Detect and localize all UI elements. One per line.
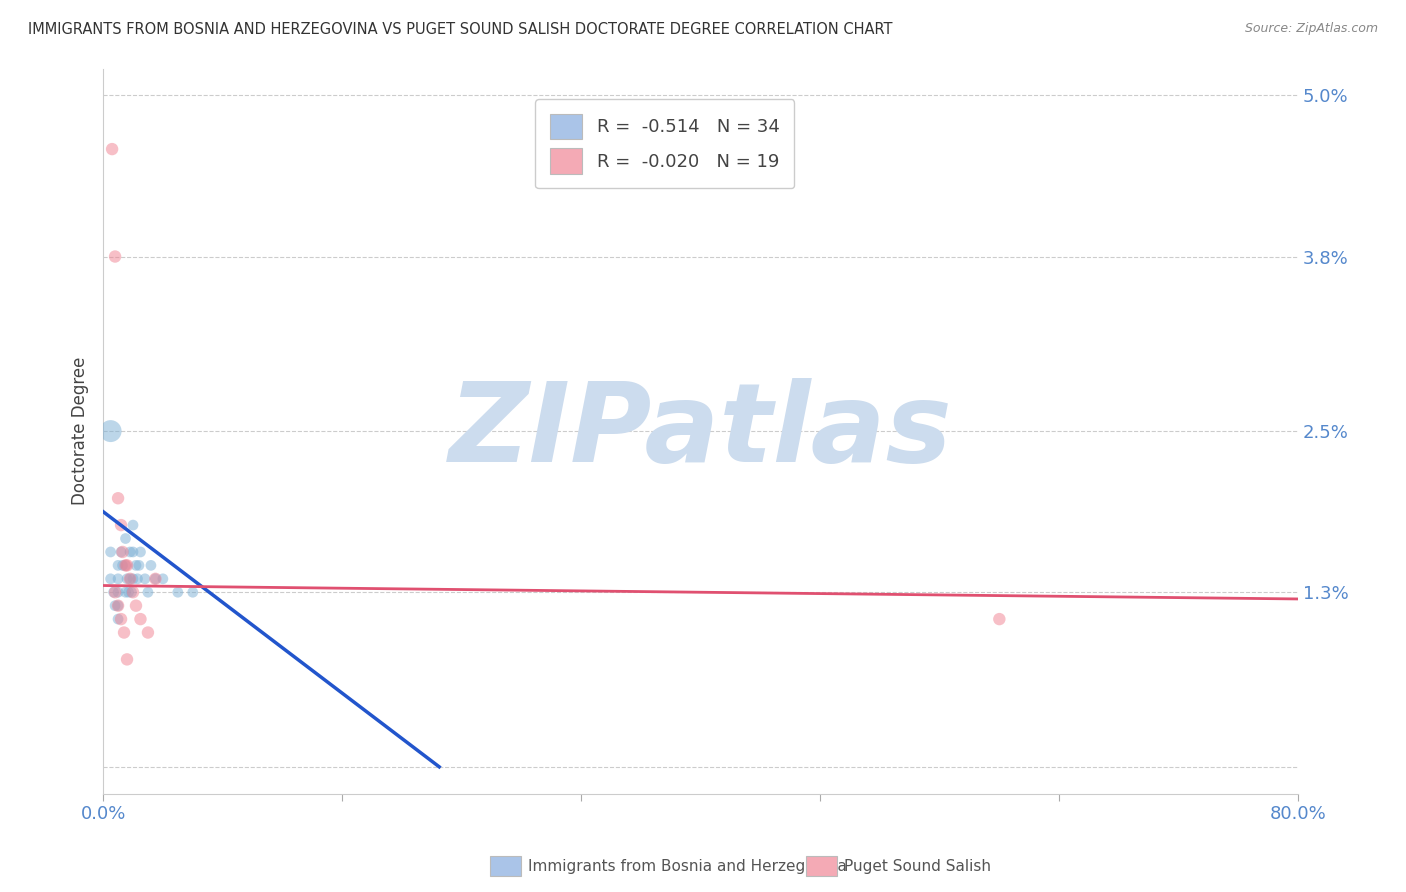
- Point: [152, 572, 174, 586]
- Point: [115, 558, 138, 573]
- Point: [136, 585, 159, 599]
- Text: Immigrants from Bosnia and Herzegovina: Immigrants from Bosnia and Herzegovina: [527, 859, 846, 873]
- Point: [118, 545, 141, 559]
- Text: ZIPatlas: ZIPatlas: [449, 377, 952, 484]
- Point: [139, 558, 162, 573]
- Point: [100, 424, 122, 438]
- Point: [114, 558, 136, 573]
- Point: [115, 572, 138, 586]
- Point: [100, 545, 122, 559]
- Point: [101, 142, 124, 156]
- Point: [125, 558, 148, 573]
- Point: [104, 599, 127, 613]
- Point: [100, 572, 122, 586]
- Text: IMMIGRANTS FROM BOSNIA AND HERZEGOVINA VS PUGET SOUND SALISH DOCTORATE DEGREE CO: IMMIGRANTS FROM BOSNIA AND HERZEGOVINA V…: [28, 22, 893, 37]
- Point: [118, 572, 141, 586]
- Point: [107, 612, 129, 626]
- Point: [111, 558, 134, 573]
- Text: Puget Sound Salish: Puget Sound Salish: [844, 859, 991, 873]
- Point: [104, 585, 127, 599]
- Point: [104, 250, 127, 264]
- Point: [110, 518, 132, 533]
- Point: [127, 572, 149, 586]
- Point: [114, 585, 136, 599]
- Point: [107, 572, 129, 586]
- Point: [110, 545, 132, 559]
- Point: [128, 558, 150, 573]
- Point: [122, 518, 145, 533]
- Point: [129, 612, 152, 626]
- Point: [115, 652, 138, 666]
- Point: [125, 599, 148, 613]
- Point: [117, 585, 139, 599]
- Point: [107, 599, 129, 613]
- Point: [136, 625, 159, 640]
- Point: [114, 558, 136, 573]
- Point: [118, 572, 141, 586]
- Legend: R =  -0.514   N = 34, R =  -0.020   N = 19: R = -0.514 N = 34, R = -0.020 N = 19: [536, 99, 794, 188]
- Point: [122, 572, 145, 586]
- Text: Source: ZipAtlas.com: Source: ZipAtlas.com: [1244, 22, 1378, 36]
- Y-axis label: Doctorate Degree: Doctorate Degree: [72, 357, 89, 505]
- Point: [988, 612, 1011, 626]
- Point: [122, 585, 145, 599]
- Point: [103, 585, 125, 599]
- Point: [107, 599, 129, 613]
- Point: [134, 572, 156, 586]
- Point: [111, 545, 134, 559]
- Point: [145, 572, 167, 586]
- Point: [181, 585, 204, 599]
- Point: [166, 585, 188, 599]
- Point: [107, 558, 129, 573]
- Point: [121, 585, 143, 599]
- Point: [107, 491, 129, 506]
- Point: [107, 585, 129, 599]
- Point: [110, 612, 132, 626]
- Point: [114, 532, 136, 546]
- Point: [145, 572, 167, 586]
- Point: [112, 625, 135, 640]
- Point: [122, 545, 145, 559]
- Point: [129, 545, 152, 559]
